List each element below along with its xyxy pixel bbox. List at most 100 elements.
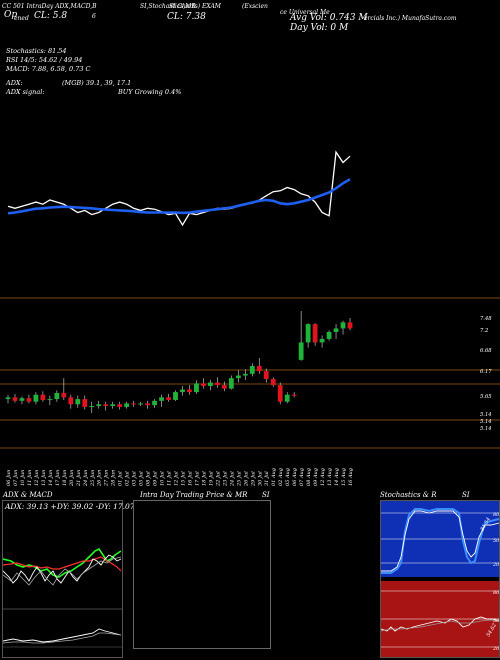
candle-body — [305, 324, 311, 343]
candle — [340, 320, 346, 335]
candle-body — [208, 382, 213, 386]
avg-volume: Avg Vol: 0.743 M — [290, 13, 368, 23]
candle — [5, 394, 11, 404]
candle-body — [333, 328, 339, 332]
candle — [124, 401, 130, 409]
candle-body — [319, 338, 325, 343]
date-axis-label: 07 Jun — [13, 470, 19, 486]
date-axis-label: 09 Aug — [313, 468, 319, 486]
candle-body — [312, 324, 318, 343]
candle-body — [194, 383, 199, 393]
date-axis-label: 18 Jun — [62, 470, 68, 486]
date-axis-label: 15 Aug — [341, 468, 347, 486]
candle — [96, 400, 102, 409]
intraday-panel — [133, 500, 271, 649]
date-axis-label: 06 Jun — [6, 470, 12, 486]
macd-white-line — [3, 628, 122, 643]
candle-body — [26, 398, 32, 402]
candle — [166, 393, 171, 402]
candle-body — [117, 404, 123, 407]
date-axis-label: 31 Jul — [264, 471, 270, 486]
date-axis-label: 14 Aug — [334, 468, 340, 486]
candle-body — [242, 373, 248, 376]
candle — [89, 401, 95, 414]
price-line — [7, 150, 351, 227]
candle — [235, 370, 241, 383]
stoch-k-line — [381, 508, 499, 574]
header-segment: CC 501 IntraDay ADX,MACD,B — [2, 3, 97, 10]
stoch-tick-20: 20 — [492, 562, 499, 568]
candle-body — [173, 392, 178, 400]
candle — [305, 323, 311, 348]
adx-signal-label: ADX signal: — [6, 88, 45, 96]
candle-body — [110, 404, 116, 407]
candle-body — [235, 375, 241, 379]
open-label-sub: ened — [14, 15, 29, 22]
date-axis-label: 29 Jul — [250, 471, 256, 487]
candle-body — [187, 389, 192, 393]
header-line: CC 501 IntraDay ADX,MACD,B SI,Stochastic… — [2, 3, 498, 22]
date-axis-label: 01 Aug — [271, 468, 277, 486]
adx-signal-value: BUY Growing 0.4% — [118, 88, 182, 96]
candle — [33, 392, 39, 405]
date-axis-label: 12 Aug — [320, 468, 326, 486]
adx-green-line — [3, 547, 122, 578]
candle — [319, 335, 325, 348]
candle — [214, 377, 220, 388]
candle-body — [61, 392, 67, 398]
candle — [47, 395, 53, 406]
candle-body — [12, 397, 18, 401]
day-volume: Day Vol: 0 M — [290, 23, 349, 33]
candle-body — [270, 379, 276, 386]
price-axis-label: 5.14 — [480, 412, 492, 418]
candle-body — [263, 371, 269, 380]
candle — [277, 382, 283, 405]
candle-body — [75, 399, 81, 405]
candles — [5, 311, 353, 414]
candle-body — [284, 394, 290, 402]
adx-values: (MGB) 39.1, 39, 17.1 — [62, 79, 132, 87]
candle — [312, 323, 318, 346]
date-axis-label: 02 Aug — [278, 468, 284, 486]
price-axis-label: 6.17 — [480, 369, 492, 375]
open-label: Op — [4, 10, 18, 20]
stoch-panel-si: SI — [462, 491, 470, 499]
moving-average-line — [7, 178, 351, 215]
adx-white-line — [3, 554, 122, 584]
date-axis-label: 12 Jun — [34, 470, 40, 486]
candle — [145, 400, 150, 409]
candle-body — [89, 406, 95, 408]
candle-body — [54, 392, 60, 400]
rsi-tick-80: 80 — [493, 590, 499, 596]
candle — [54, 390, 60, 402]
date-axis-label: 17 Jun — [55, 470, 61, 486]
date-axis-label: 30 Jul — [257, 471, 263, 486]
rsi-readout: RSI 14/5: 54.62 / 49.94 — [6, 56, 83, 64]
candle-body — [40, 394, 46, 400]
candle-body — [291, 394, 297, 396]
intraday-panel-si: SI — [262, 491, 270, 499]
close-price-line — [7, 150, 351, 227]
candle — [173, 390, 178, 401]
macd-gray-line — [3, 632, 122, 644]
date-axis-label: 24 Jun — [83, 470, 89, 487]
candle-body — [124, 403, 130, 407]
date-axis-label: 03 Jul — [132, 471, 138, 486]
candle — [82, 395, 88, 410]
header-segment: SI,Stochastics,MR — [140, 3, 196, 10]
candle — [221, 381, 227, 392]
date-axis-label: 20 Jun — [69, 470, 75, 487]
date-axis-label: 21 Jun — [76, 470, 82, 487]
candle-body — [340, 322, 346, 329]
adx-red-line — [3, 556, 122, 572]
candle-body — [19, 398, 25, 401]
close-mid: CL: 7.38 — [167, 12, 206, 22]
candle-body — [96, 404, 102, 407]
candle-body — [180, 389, 185, 393]
rsi-avg-line — [381, 619, 499, 632]
candle — [138, 401, 144, 407]
candle — [131, 400, 137, 407]
rsi-tick-50: 50 — [493, 618, 499, 624]
header-segment: ce Universal Me — [280, 9, 330, 16]
date-axis-label: 11 Jul — [167, 471, 173, 486]
